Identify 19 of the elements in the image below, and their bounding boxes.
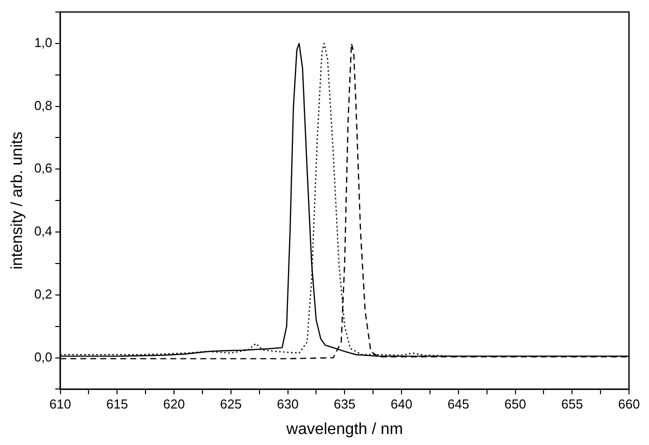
y-tick-label: 0,4: [34, 224, 52, 239]
x-tick-label: 650: [504, 396, 526, 412]
y-axis-title: intensity / arb. units: [9, 132, 26, 270]
x-tick-label: 640: [390, 396, 412, 412]
x-tick-label: 615: [106, 396, 128, 412]
x-tick-label: 630: [276, 396, 299, 412]
x-tick-label: 625: [220, 396, 242, 412]
x-tick-label: 645: [448, 396, 470, 412]
x-tick-label: 660: [618, 396, 640, 412]
x-tick-label: 635: [334, 396, 356, 412]
y-tick-label: 0,8: [34, 98, 52, 113]
x-tick-label: 610: [49, 396, 72, 412]
y-tick-label: 0,0: [34, 349, 52, 364]
y-tick-label: 0,6: [34, 160, 52, 176]
y-tick-label: 0,2: [34, 286, 52, 302]
x-tick-label: 620: [163, 396, 185, 412]
y-tick-label: 1,0: [34, 35, 52, 50]
x-axis-title: wavelength / nm: [285, 420, 403, 438]
x-tick-label: 655: [561, 396, 583, 412]
